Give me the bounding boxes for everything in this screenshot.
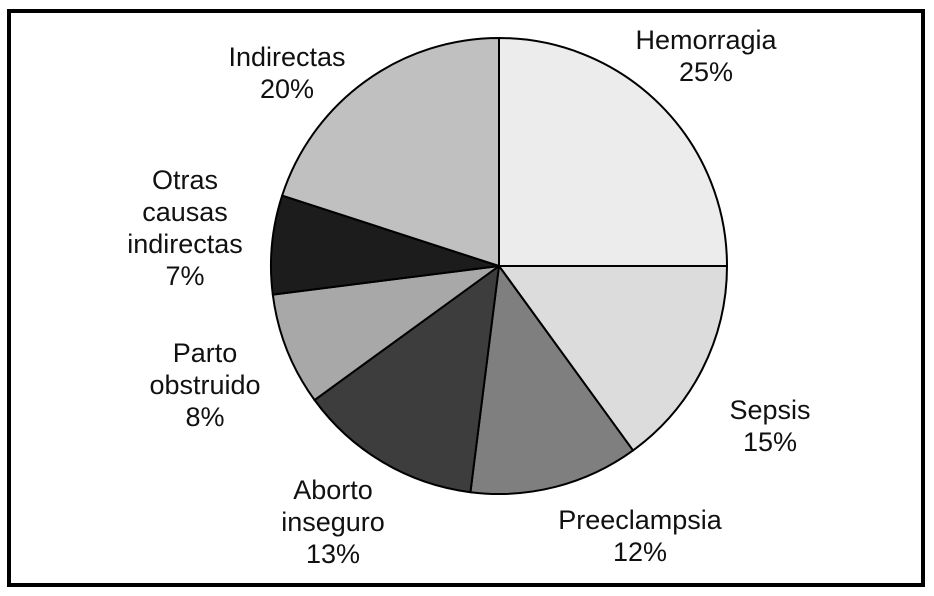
pie-slice-preeclampsia [469, 265, 635, 495]
pie-slice-sepsis [498, 265, 728, 452]
pie-slice-hemorragia [498, 37, 728, 267]
pie-slice-parto-obstruido [271, 265, 500, 402]
figure-border [7, 9, 925, 587]
pie-slice-indirectas [281, 37, 500, 267]
pie-slice-aborto-inseguro [313, 265, 500, 494]
